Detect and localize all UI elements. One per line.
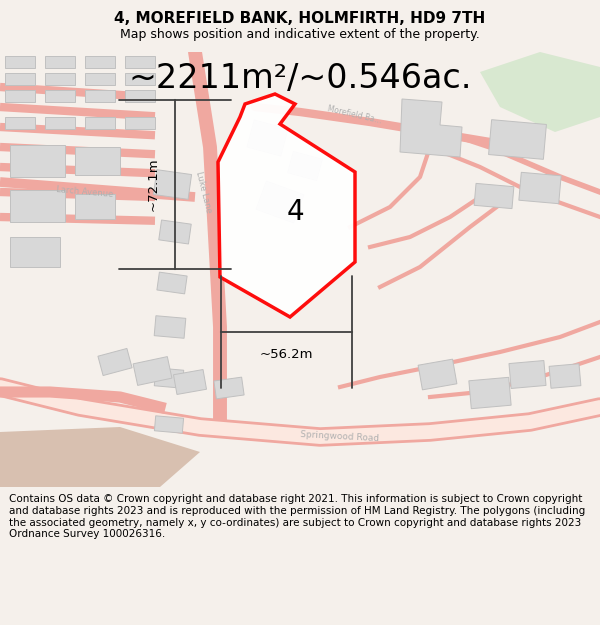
Bar bbox=[10, 190, 65, 222]
Bar bbox=[154, 416, 184, 433]
Text: 4: 4 bbox=[286, 198, 304, 226]
Bar bbox=[10, 145, 65, 177]
Bar bbox=[5, 56, 35, 68]
Bar bbox=[75, 147, 120, 175]
Bar bbox=[125, 56, 155, 68]
Text: ~56.2m: ~56.2m bbox=[260, 348, 313, 361]
Bar bbox=[173, 369, 206, 394]
Text: Contains OS data © Crown copyright and database right 2021. This information is : Contains OS data © Crown copyright and d… bbox=[9, 494, 585, 539]
Bar bbox=[5, 90, 35, 102]
Bar bbox=[418, 359, 457, 390]
Bar bbox=[85, 90, 115, 102]
Bar bbox=[125, 73, 155, 85]
Polygon shape bbox=[218, 94, 355, 317]
Text: Morefield Ba…: Morefield Ba… bbox=[327, 104, 383, 126]
Bar bbox=[549, 364, 581, 388]
Polygon shape bbox=[480, 52, 600, 132]
Text: 4, MOREFIELD BANK, HOLMFIRTH, HD9 7TH: 4, MOREFIELD BANK, HOLMFIRTH, HD9 7TH bbox=[115, 11, 485, 26]
Bar bbox=[133, 357, 172, 386]
Bar bbox=[287, 151, 322, 181]
Bar bbox=[474, 183, 514, 209]
Text: Luke Lane: Luke Lane bbox=[194, 170, 214, 214]
Bar bbox=[5, 117, 35, 129]
Bar bbox=[247, 120, 288, 156]
Polygon shape bbox=[0, 427, 200, 487]
Bar bbox=[45, 90, 75, 102]
Bar bbox=[488, 119, 547, 159]
Bar bbox=[159, 220, 191, 244]
Bar bbox=[98, 349, 132, 376]
Text: Map shows position and indicative extent of the property.: Map shows position and indicative extent… bbox=[120, 28, 480, 41]
Bar bbox=[5, 73, 35, 85]
Bar bbox=[154, 316, 186, 338]
Bar bbox=[256, 181, 304, 223]
Bar bbox=[85, 56, 115, 68]
Bar bbox=[469, 378, 511, 409]
Bar bbox=[125, 90, 155, 102]
Bar bbox=[154, 368, 184, 388]
Text: Larch Avenue: Larch Avenue bbox=[56, 185, 114, 199]
Bar bbox=[75, 194, 115, 219]
Bar bbox=[45, 56, 75, 68]
Bar bbox=[214, 377, 244, 399]
Text: Springwood Road: Springwood Road bbox=[301, 431, 380, 444]
Bar bbox=[10, 237, 60, 267]
Bar bbox=[85, 117, 115, 129]
Bar bbox=[157, 272, 187, 294]
Bar bbox=[45, 117, 75, 129]
Bar bbox=[125, 117, 155, 129]
Polygon shape bbox=[400, 99, 462, 157]
Bar bbox=[85, 73, 115, 85]
Bar bbox=[509, 361, 546, 389]
Text: ~72.1m: ~72.1m bbox=[146, 158, 160, 211]
Bar bbox=[45, 73, 75, 85]
Bar bbox=[154, 169, 191, 199]
Text: ~2211m²/~0.546ac.: ~2211m²/~0.546ac. bbox=[128, 62, 472, 95]
Bar bbox=[519, 173, 561, 204]
